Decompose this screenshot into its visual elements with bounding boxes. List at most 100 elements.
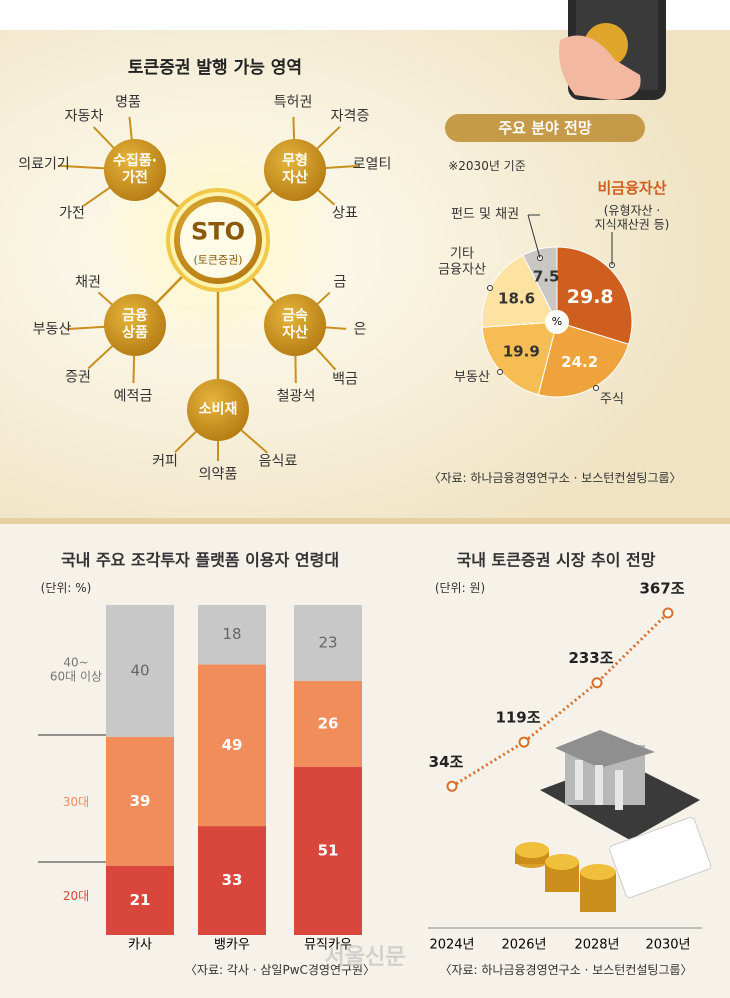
hub-label: 수집품· 가전 bbox=[113, 153, 157, 186]
leaf-label: 금 bbox=[333, 274, 347, 291]
hub-label: 금속 자산 bbox=[282, 308, 308, 341]
chart-subtitle: (단위: %) bbox=[40, 580, 92, 595]
leader-dot bbox=[593, 385, 599, 391]
chart-subtitle: (단위: 원) bbox=[434, 580, 486, 595]
divider bbox=[0, 518, 730, 524]
leaf-label: 가전 bbox=[59, 205, 85, 222]
pie-value-label: 29.8 bbox=[567, 286, 614, 308]
leaf-label: 로열티 bbox=[352, 156, 392, 173]
leaf-label: 명품 bbox=[115, 94, 141, 111]
chart-title: 국내 토큰증권 시장 추이 전망 bbox=[456, 550, 656, 570]
leaf-label: 철광석 bbox=[276, 388, 316, 405]
bar-value-label: 39 bbox=[130, 792, 151, 810]
sto-diagram bbox=[57, 116, 359, 461]
x-tick-label: 2030년 bbox=[645, 938, 690, 953]
pie-category-label: 펀드 및 채권 bbox=[450, 207, 520, 223]
legend-label: 30대 bbox=[62, 794, 90, 809]
bar-value-label: 49 bbox=[222, 736, 243, 754]
chart-subtitle: ※2030년 기준 bbox=[448, 158, 526, 173]
leaf-label: 백금 bbox=[332, 371, 358, 388]
pie-category-label: 비금융자산 bbox=[597, 179, 667, 197]
hub-label: 무형 자산 bbox=[282, 153, 308, 186]
chart-source: 〈자료: 각사 · 삼일PwC경영연구원〉 bbox=[184, 962, 376, 977]
leaf-label: 예적금 bbox=[113, 388, 153, 405]
hub-node bbox=[264, 294, 326, 356]
diagram-title: 토큰증권 발행 가능 영역 bbox=[127, 57, 303, 78]
hub-label: 소비재 bbox=[198, 401, 238, 418]
watermark: 서울신문 bbox=[324, 944, 406, 970]
x-tick-label: 뱅카우 bbox=[214, 938, 250, 953]
pie-value-label: 24.2 bbox=[561, 353, 598, 371]
x-tick-label: 2028년 bbox=[574, 938, 619, 953]
leaf-label: 상표 bbox=[332, 205, 358, 222]
data-point bbox=[518, 736, 530, 748]
leaf-label: 은 bbox=[353, 321, 367, 338]
pie-slice bbox=[556, 246, 633, 345]
data-point bbox=[591, 677, 603, 689]
bar-segment bbox=[106, 605, 174, 737]
bar-value-label: 51 bbox=[318, 841, 339, 859]
subtitle-pill bbox=[445, 114, 645, 142]
data-label: 233조 bbox=[568, 649, 613, 667]
pie-slice bbox=[481, 254, 558, 328]
bar-value-label: 23 bbox=[318, 633, 337, 651]
bar-segment bbox=[198, 826, 266, 935]
legend-label: 40~ 60대 이상 bbox=[49, 655, 103, 684]
hub-node bbox=[264, 139, 326, 201]
x-tick-label: 뮤직카우 bbox=[304, 938, 352, 953]
leaf-label: 의료기기 bbox=[18, 156, 70, 173]
bar-segment bbox=[106, 737, 174, 866]
data-point bbox=[446, 780, 458, 792]
leaf-label: 증권 bbox=[65, 369, 91, 386]
leaf-label: 커피 bbox=[152, 453, 178, 470]
data-label: 34조 bbox=[429, 753, 464, 771]
pie-category-label: 주식 bbox=[600, 392, 624, 408]
bar-value-label: 21 bbox=[130, 891, 151, 909]
pie-center-label: % bbox=[552, 315, 562, 328]
legend-label: 20대 bbox=[62, 888, 90, 903]
leaf-label: 의약품 bbox=[198, 466, 238, 483]
center-sub: (토큰증권) bbox=[193, 253, 243, 267]
bank-illustration bbox=[515, 730, 712, 912]
data-point bbox=[662, 607, 674, 619]
phone bbox=[559, 0, 666, 100]
bar-value-label: 26 bbox=[318, 714, 339, 732]
leader-line bbox=[527, 214, 541, 259]
leaf-label: 채권 bbox=[75, 274, 101, 291]
bar-segment bbox=[198, 605, 266, 665]
pie-center bbox=[545, 310, 569, 334]
bar-value-label: 40 bbox=[130, 662, 149, 680]
x-tick-label: 카사 bbox=[128, 938, 152, 953]
bar-segment bbox=[294, 680, 362, 767]
bar-segment bbox=[106, 865, 174, 935]
data-label: 119조 bbox=[495, 709, 540, 727]
center-inner bbox=[180, 202, 256, 278]
chart-source: 〈자료: 하나금융경영연구소 · 보스턴컨설팅그룹〉 bbox=[428, 470, 682, 485]
pie-value-label: 19.9 bbox=[503, 342, 540, 360]
bar-segment bbox=[294, 766, 362, 935]
pie-category-label: 기타 금융자산 bbox=[438, 246, 486, 277]
center-label: STO bbox=[190, 217, 246, 246]
pie-category-label: 부동산 bbox=[454, 370, 490, 386]
leader-dot bbox=[487, 285, 493, 291]
chart-source: 〈자료: 하나금융경영연구소 · 보스턴컨설팅그룹〉 bbox=[439, 962, 693, 977]
bar-segment bbox=[294, 605, 362, 681]
chart-title: 국내 주요 조각투자 플랫폼 이용자 연령대 bbox=[60, 550, 340, 570]
x-tick-label: 2026년 bbox=[501, 938, 546, 953]
leaf-label: 자동차 bbox=[64, 108, 104, 125]
bar-value-label: 18 bbox=[222, 625, 241, 643]
hub-label: 금융 상품 bbox=[122, 308, 148, 341]
pie-annotation: (유형자산 · 지식재산권 등) bbox=[594, 203, 670, 232]
bar-value-label: 33 bbox=[222, 871, 243, 889]
chart-title: 주요 분야 전망 bbox=[498, 119, 592, 137]
hub-node bbox=[104, 139, 166, 201]
leaf-label: 부동산 bbox=[32, 321, 72, 338]
line-series bbox=[451, 611, 670, 788]
bar-segment bbox=[198, 664, 266, 827]
leaf-label: 자격증 bbox=[330, 108, 370, 125]
x-tick-label: 2024년 bbox=[429, 938, 474, 953]
pie-slice bbox=[522, 246, 558, 323]
pie-value-label: 7.5 bbox=[533, 267, 560, 285]
